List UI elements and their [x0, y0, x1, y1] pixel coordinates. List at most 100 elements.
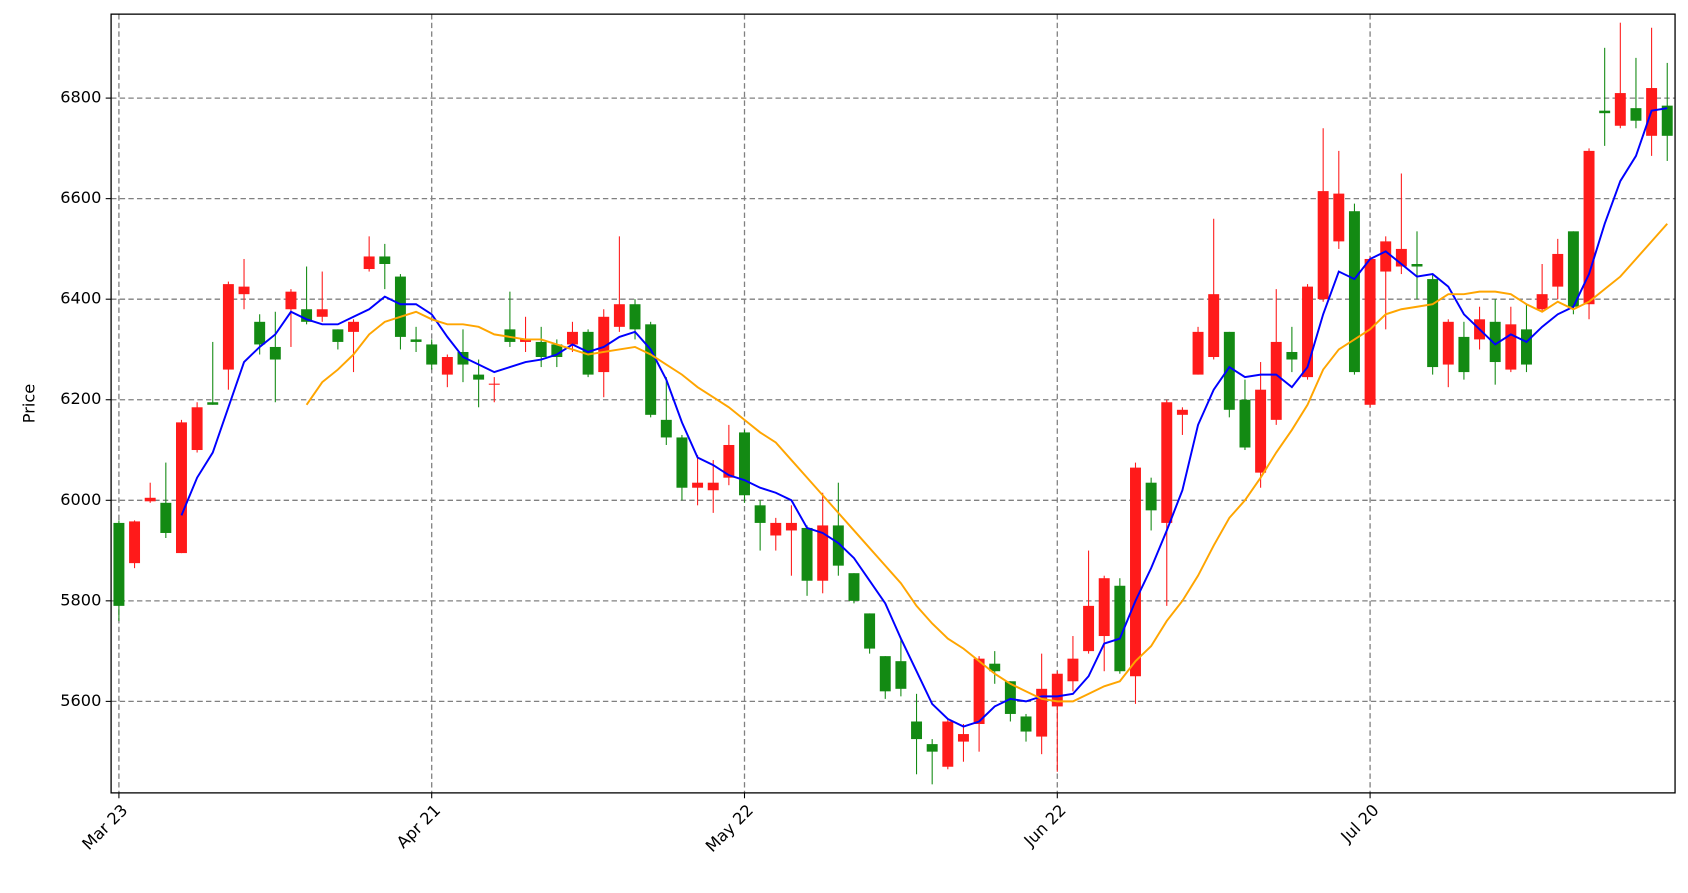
candle-body	[1333, 193, 1345, 242]
candle-body	[692, 482, 704, 488]
candle-body	[1176, 409, 1188, 415]
candle-body	[1552, 253, 1564, 287]
candle-body	[301, 309, 313, 322]
candle-body	[473, 374, 485, 380]
candle-body	[1427, 279, 1439, 368]
ma-line	[180, 107, 1668, 728]
candle-body	[269, 346, 281, 360]
candle-body	[1364, 258, 1376, 405]
candle-body	[1161, 402, 1173, 523]
candle-body	[739, 432, 750, 496]
candle-body	[957, 734, 969, 742]
candle-body	[1411, 264, 1423, 267]
candle-body	[410, 339, 422, 342]
candle-body	[222, 284, 234, 370]
candle-body	[207, 402, 219, 405]
candle-body	[832, 525, 844, 566]
candle-body	[1067, 658, 1079, 682]
candle-body	[191, 407, 203, 451]
candle-body	[1270, 341, 1282, 420]
candle-body	[1255, 389, 1267, 473]
candle-body	[1239, 399, 1251, 448]
candle-body	[363, 256, 375, 270]
candle-body	[801, 527, 813, 581]
candle-body	[1036, 688, 1048, 737]
plot-frame	[110, 13, 1676, 794]
candle-body	[723, 444, 735, 478]
candle-body	[1145, 482, 1157, 511]
y-tick-label: 6000	[60, 490, 101, 509]
candle-body	[1098, 578, 1110, 637]
candle-body	[504, 329, 516, 342]
y-tick-label: 6200	[60, 389, 101, 408]
candle-body	[1536, 294, 1548, 310]
candle-body	[1505, 324, 1517, 370]
candle-body	[613, 304, 625, 327]
candle-body	[1489, 321, 1501, 363]
y-axis-label: Price	[20, 384, 39, 423]
candle-body	[1286, 351, 1298, 360]
candle-body	[129, 521, 141, 564]
y-tick-label: 6600	[60, 188, 101, 207]
candle-body	[1521, 329, 1532, 365]
candle-body	[1130, 467, 1141, 677]
candle-body	[520, 339, 532, 342]
candle-body	[160, 502, 172, 533]
candle-body	[1614, 93, 1626, 126]
candle-body	[1583, 150, 1595, 305]
candle-body	[1004, 681, 1016, 714]
y-tick-label: 5800	[60, 590, 101, 609]
candle-body	[598, 316, 610, 373]
candle-body	[1317, 191, 1329, 300]
candle-body	[1630, 108, 1642, 121]
candle-body	[1661, 105, 1673, 136]
candle-body	[1442, 321, 1454, 365]
candle-body	[785, 522, 797, 531]
candle-body	[1223, 331, 1235, 410]
candle-body	[566, 331, 578, 345]
candle-body	[1114, 585, 1126, 672]
candle-body	[1208, 294, 1220, 358]
candle-body	[1380, 241, 1392, 272]
candle-body	[332, 329, 344, 342]
candle-body	[973, 658, 985, 725]
candle-body	[989, 663, 1001, 672]
candle-body	[238, 286, 250, 295]
candle-body	[911, 721, 923, 740]
candle-body	[582, 331, 594, 375]
y-tick-label: 6800	[60, 88, 101, 107]
candle-body	[1348, 211, 1360, 373]
candle-body	[676, 437, 688, 488]
candle-body	[1599, 110, 1611, 114]
y-tick-label: 6400	[60, 289, 101, 308]
candle-body	[770, 522, 782, 536]
candle-body	[316, 309, 328, 317]
candle-body	[426, 344, 438, 365]
candle-body	[348, 321, 359, 332]
candle-body	[942, 721, 954, 767]
candle-body	[551, 344, 563, 358]
candle-body	[848, 573, 860, 601]
candle-body	[629, 304, 641, 330]
candle-body	[645, 324, 657, 415]
candle-body	[1051, 673, 1063, 707]
candle-body	[1395, 248, 1407, 267]
candle-body	[1567, 231, 1579, 307]
candle-body	[660, 419, 672, 438]
candle-body	[1020, 716, 1032, 732]
candle-body	[441, 357, 453, 375]
candle-body	[457, 351, 469, 365]
candle-body	[817, 525, 829, 581]
candle-body	[879, 656, 891, 692]
candle-body	[864, 613, 876, 649]
ma-line	[305, 223, 1668, 703]
candle-body	[895, 661, 907, 689]
candle-body	[488, 383, 500, 385]
candle-body	[1458, 336, 1470, 373]
candle-body	[754, 505, 766, 523]
candle-body	[285, 291, 297, 310]
candle-body	[394, 276, 406, 337]
candle-body	[1083, 605, 1095, 652]
